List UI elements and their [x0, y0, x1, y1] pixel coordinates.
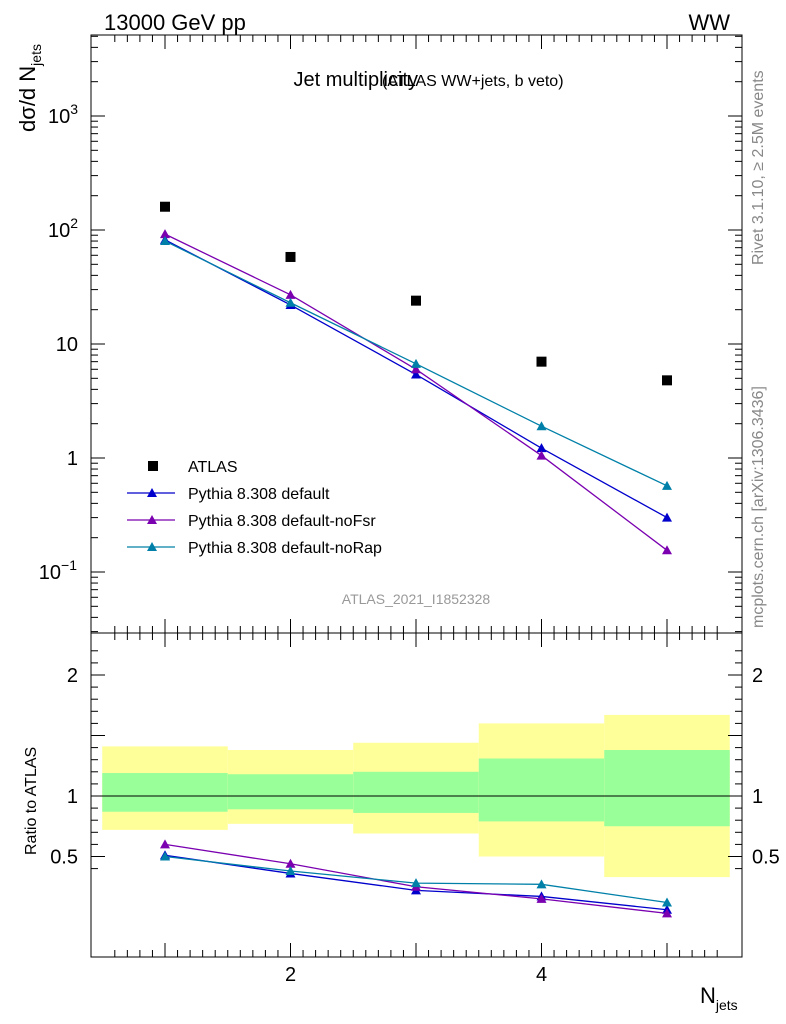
ratio-point: [662, 897, 672, 907]
legend-label: ATLAS: [188, 459, 238, 476]
ratio-y-tick-label: 0.5: [50, 847, 78, 869]
main-panel-content: [160, 201, 672, 555]
data-point-atlas: [285, 251, 296, 262]
ratio-band-inner: [478, 758, 605, 822]
chart-subtitle: (ATLAS WW+jets, b veto): [382, 73, 564, 90]
y-tick-label: 103: [48, 101, 78, 128]
data-point-mc: [662, 480, 672, 490]
legend-label: Pythia 8.308 default-noRap: [188, 540, 382, 557]
data-point-atlas: [160, 201, 170, 212]
main-ylabel: dσ/d Njets: [15, 44, 44, 132]
ratio-y-tick-label-right: 1: [752, 786, 763, 808]
ratio-point: [285, 858, 296, 868]
x-axis-label: Njets: [700, 983, 738, 1013]
data-point-mc: [662, 512, 672, 522]
ratio-point: [411, 878, 421, 888]
ratio-band-inner: [604, 750, 730, 827]
legend-label: Pythia 8.308 default: [188, 486, 330, 503]
y-tick-label: 102: [48, 215, 78, 242]
data-point-mc: [411, 358, 421, 368]
legend-marker: [147, 488, 157, 497]
ratio-point: [160, 839, 170, 849]
ratio-point: [160, 851, 170, 861]
axes: 10−1 1 10 102 103 2 4 0.5 0.5 1 1 2 2: [39, 34, 780, 986]
data-point-mc: [160, 229, 170, 239]
ratio-y-tick-label: 1: [67, 786, 78, 808]
data-point-mc: [536, 450, 547, 460]
mcplots-info: mcplots.cern.ch [arXiv:1306.3436]: [750, 386, 767, 628]
legend-marker-atlas: [148, 461, 158, 471]
series-line: [164, 239, 668, 519]
x-tick-label: 2: [285, 964, 296, 986]
header-right: WW: [688, 10, 730, 35]
ratio-band-inner: [353, 771, 479, 813]
ratio-y-tick-label: 2: [67, 665, 78, 687]
y-tick-label: 1: [67, 448, 78, 470]
ratio-band-inner: [227, 774, 354, 810]
ratio-y-tick-label-right: 0.5: [752, 847, 780, 869]
ratio-point: [536, 879, 547, 889]
ratio-point: [285, 866, 296, 876]
chart-title: Jet multiplicity: [294, 69, 418, 91]
data-point-atlas: [536, 356, 547, 367]
legend-label: Pythia 8.308 default-noFsr: [188, 513, 376, 530]
header-left: 13000 GeV pp: [104, 10, 246, 35]
ratio-y-tick-label-right: 2: [752, 665, 763, 687]
y-tick-label: 10: [56, 334, 78, 356]
x-tick-label: 4: [536, 964, 547, 986]
svg-text:dσ/d Njets: dσ/d Njets: [15, 44, 44, 132]
data-point-mc: [662, 545, 672, 555]
data-point-mc: [285, 297, 296, 307]
data-point-mc: [160, 236, 170, 246]
ratio-band-inner: [102, 773, 228, 812]
data-point-mc: [536, 443, 547, 453]
data-point-atlas: [411, 295, 421, 306]
data-point-mc: [411, 369, 421, 379]
data-point-mc: [536, 421, 547, 431]
analysis-watermark: ATLAS_2021_I1852328: [342, 591, 491, 607]
rivet-info: Rivet 3.1.10, ≥ 2.5M events: [750, 70, 767, 265]
legend: ATLAS Pythia 8.308 default Pythia 8.308 de…: [127, 459, 382, 557]
data-point-atlas: [662, 375, 672, 386]
ratio-ylabel: Ratio to ATLAS: [23, 747, 40, 855]
data-point-mc: [411, 364, 421, 374]
ratio-point: [662, 908, 672, 918]
legend-marker: [147, 515, 157, 524]
ratio-point: [536, 893, 547, 903]
legend-marker: [147, 542, 157, 551]
ratio-panel-content: [91, 714, 742, 918]
y-tick-label: 10−1: [39, 557, 77, 584]
data-point-mc: [285, 289, 296, 299]
